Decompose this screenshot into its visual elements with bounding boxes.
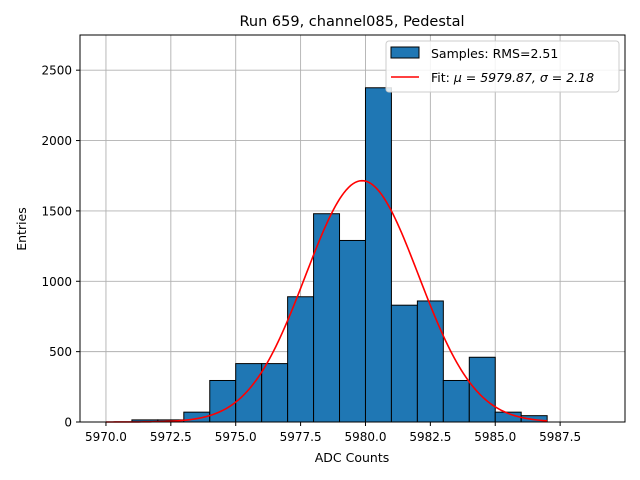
x-tick-label: 5970.0 (85, 430, 127, 444)
histogram-bar (339, 239, 366, 423)
y-tick-label: 0 (64, 416, 72, 430)
histogram-bar (442, 379, 470, 423)
legend-fit-prefix: Fit: (431, 70, 454, 85)
histogram-bar (209, 379, 237, 423)
legend: Samples: RMS=2.51 Fit: μ = 5979.87, σ = … (385, 40, 620, 93)
y-tick-label: 500 (49, 345, 72, 359)
histogram-bar (468, 356, 496, 423)
x-tick-label: 5977.5 (280, 430, 322, 444)
x-tick-label: 5982.5 (409, 430, 451, 444)
histogram-bars (131, 87, 548, 423)
y-tick-label: 2000 (41, 134, 72, 148)
legend-box (385, 40, 620, 93)
chart-title: Run 659, channel085, Pedestal (239, 14, 464, 30)
y-axis-label: Entries (14, 207, 29, 251)
x-tick-label: 5975.0 (215, 430, 257, 444)
x-axis-ticks: 5970.0 5972.5 5975.0 5977.5 5980.0 5982.5 5985… (85, 422, 581, 444)
x-tick-label: 5972.5 (150, 430, 192, 444)
x-axis-label: ADC Counts (315, 450, 390, 465)
y-tick-label: 2500 (41, 64, 72, 78)
legend-swatch-samples (390, 46, 420, 59)
y-tick-label: 1000 (41, 275, 72, 289)
y-tick-label: 1500 (41, 204, 72, 218)
histogram-bar (390, 304, 418, 423)
y-axis-ticks: 0 500 1000 1500 2000 2500 (41, 64, 80, 430)
histogram-bar (261, 363, 289, 423)
histogram-bar (313, 213, 341, 423)
legend-fit-params: μ = 5979.87, σ = 2.18 (453, 70, 594, 85)
x-tick-label: 5985.0 (474, 430, 516, 444)
histogram-bar (235, 363, 263, 423)
fit-curve (105, 179, 548, 423)
legend-label-samples: Samples: RMS=2.51 (431, 46, 558, 61)
plot-frame (79, 34, 626, 423)
x-tick-label: 5987.5 (539, 430, 581, 444)
fit-curve-layer (105, 179, 548, 423)
legend-label-fit: Fit: μ = 5979.87, σ = 2.18 (431, 70, 594, 85)
x-tick-label: 5980.0 (344, 430, 386, 444)
histogram-bar (364, 87, 392, 423)
histogram-bar (416, 300, 444, 423)
histogram-bar (287, 296, 315, 423)
